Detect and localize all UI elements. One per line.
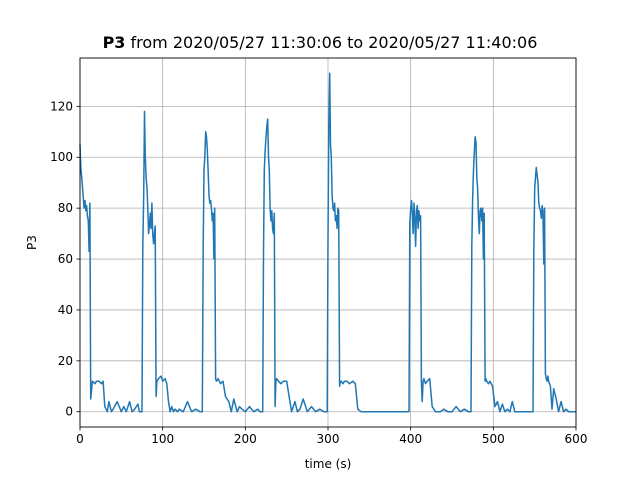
series-line [79,72,576,413]
x-tick-label: 0 [76,432,84,446]
x-tick-label: 500 [482,432,505,446]
chart-title: P3 from 2020/05/27 11:30:06 to 2020/05/2… [0,33,640,52]
y-tick-label: 20 [58,354,73,368]
y-tick-label: 40 [58,303,73,317]
y-axis-label: P3 [25,235,39,250]
y-tick-label: 60 [58,252,73,266]
series-group [79,72,576,413]
x-tick-label: 200 [234,432,257,446]
x-tick-label: 300 [317,432,340,446]
chart-title-variable: P3 [102,33,126,52]
axis-ticks: 0 100 200 300 400 500 600 0 20 40 60 80 100 120 [50,99,587,446]
y-tick-label: 80 [58,201,73,215]
x-tick-label: 600 [565,432,588,446]
y-tick-label: 0 [65,405,73,419]
x-tick-label: 400 [399,432,422,446]
y-tick-label: 120 [50,99,73,113]
y-tick-label: 100 [50,150,73,164]
chart-title-range: from 2020/05/27 11:30:06 to 2020/05/27 1… [125,33,538,52]
x-tick-label: 100 [151,432,174,446]
x-axis-label: time (s) [305,457,352,471]
